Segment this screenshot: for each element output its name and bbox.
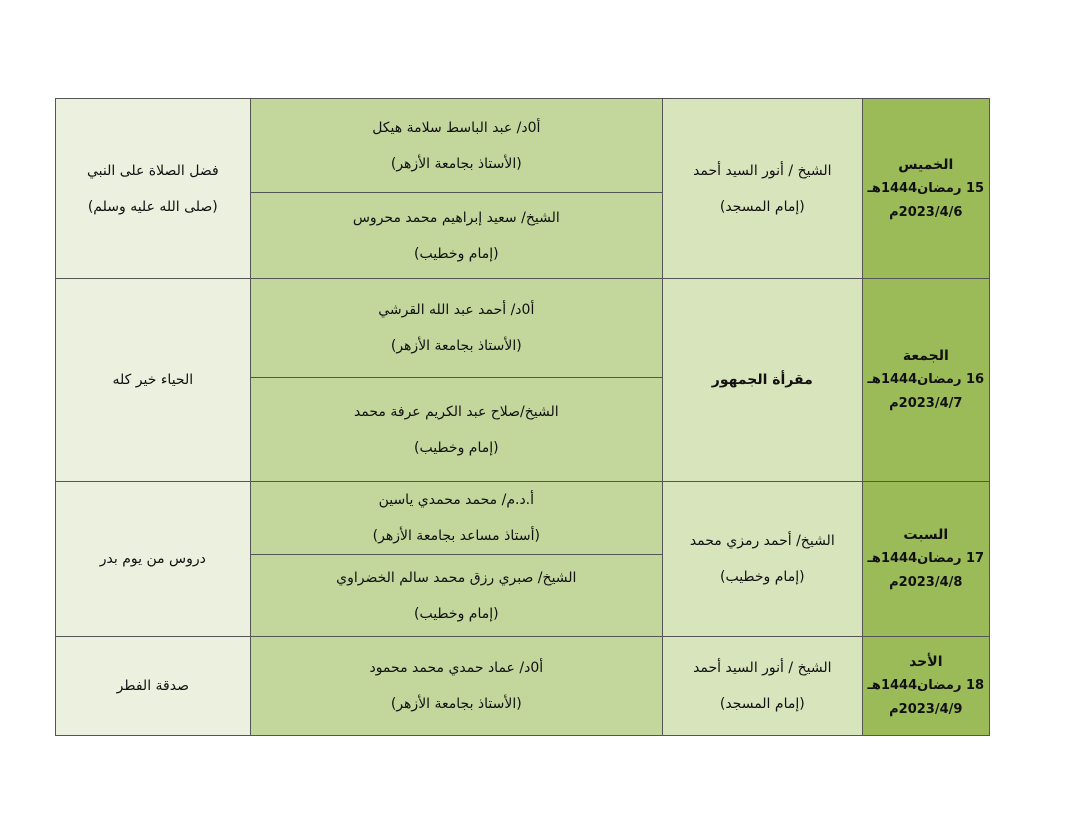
day-name: الأحد <box>909 654 943 670</box>
text-line: (إمام المسجد) <box>719 198 805 215</box>
text-line: (الأستاذ بجامعة الأزهر) <box>390 155 522 172</box>
text-line: (الأستاذ بجامعة الأزهر) <box>390 338 522 354</box>
table-row: الخميس 15 رمضان1444هـ 2023/4/6م الشيخ / أنو… <box>55 98 991 279</box>
day-cell: الجمعة 16 رمضان1444هـ 2023/4/7م <box>861 278 991 482</box>
day-name: الخميس <box>898 156 954 173</box>
text-line: فضل الصلاة على النبي <box>86 162 219 179</box>
day-name: السبت <box>903 527 949 543</box>
text-line: دروس من يوم بدر <box>99 551 206 567</box>
day-cell: الخميس 15 رمضان1444هـ 2023/4/6م <box>861 98 991 279</box>
gregorian-date: 2023/4/6م <box>889 204 963 220</box>
text-line: (الأستاذ بجامعة الأزهر) <box>390 696 522 712</box>
gregorian-date: 2023/4/8م <box>889 575 963 590</box>
table-row: الجمعة 16 رمضان1444هـ 2023/4/7م مقرأة الجمه… <box>55 278 991 482</box>
text-line: أ0د/ أحمد عبد الله القرشي <box>378 302 535 318</box>
lecturer-cell: الشيخ/ صبري رزق محمد سالم الخضراوي (إمام … <box>249 554 663 637</box>
day-name: الجمعة <box>902 348 949 364</box>
lecturer-cell: أ0د/ عماد حمدي محمد محمود (الأستاذ بجامعة… <box>249 636 663 736</box>
hijri-date: 16 رمضان1444هـ <box>867 372 985 387</box>
text-line: الحياء خير كله <box>112 372 194 388</box>
table-row: الشيخ/صلاح عبد الكريم عرفة محمد (إمام وخط… <box>56 377 990 482</box>
topic-cell: فضل الصلاة على النبي (صلى الله عليه وسلم) <box>55 98 251 279</box>
table-row: الشيخ/ سعيد إبراهيم محمد محروس (إمام وخطي… <box>56 192 990 279</box>
schedule-table: الخميس 15 رمضان1444هـ 2023/4/6م الشيخ / أنو… <box>55 98 991 736</box>
text-line: (إمام وخطيب) <box>414 439 499 456</box>
gregorian-date: 2023/4/9م <box>889 702 963 717</box>
topic-cell: الحياء خير كله <box>55 278 251 482</box>
text-line: الشيخ / أنور السيد أحمد <box>693 660 832 676</box>
hijri-date: 17 رمضان1444هـ <box>867 551 985 566</box>
imam-cell: مقرأة الجمهور <box>661 278 863 482</box>
text-line: الشيخ/ سعيد إبراهيم محمد محروس <box>352 209 560 226</box>
text-line: أ0د/ عماد حمدي محمد محمود <box>369 660 544 676</box>
text-line: (إمام وخطيب) <box>719 569 805 585</box>
lecturer-cell: الشيخ/صلاح عبد الكريم عرفة محمد (إمام وخط… <box>249 377 663 482</box>
table-row: الشيخ/ صبري رزق محمد سالم الخضراوي (إمام … <box>56 554 990 637</box>
lecturer-cell: أ.د.م/ محمد محمدي ياسين (أستاذ مساعد بجام… <box>249 481 663 555</box>
text-line: الشيخ / أنور السيد أحمد <box>693 162 832 179</box>
gregorian-date: 2023/4/7م <box>889 396 963 411</box>
text-line: (أستاذ مساعد بجامعة الأزهر) <box>372 528 540 544</box>
text-line: (إمام المسجد) <box>719 696 805 712</box>
text-line: (إمام وخطيب) <box>414 605 499 622</box>
text-line: أ0د/ عبد الباسط سلامة هيكل <box>372 119 541 136</box>
text-line: أ.د.م/ محمد محمدي ياسين <box>378 492 535 508</box>
imam-cell: الشيخ / أنور السيد أحمد (إمام المسجد) <box>661 636 863 736</box>
text-line: الشيخ/ صبري رزق محمد سالم الخضراوي <box>336 569 577 586</box>
day-cell: الأحد 18 رمضان1444هـ 2023/4/9م <box>861 636 991 736</box>
imam-cell: الشيخ/ أحمد رمزي محمد (إمام وخطيب) <box>661 481 863 637</box>
text-line: (صلى الله عليه وسلم) <box>87 198 218 215</box>
lecturer-cell: أ0د/ أحمد عبد الله القرشي (الأستاذ بجامعة… <box>249 278 663 378</box>
table-row: السبت 17 رمضان1444هـ 2023/4/8م الشيخ/ أحمد … <box>55 481 991 637</box>
imam-cell: الشيخ / أنور السيد أحمد (إمام المسجد) <box>661 98 863 279</box>
hijri-date: 15 رمضان1444هـ <box>867 180 985 196</box>
text-line: صدقة الفطر <box>116 678 189 694</box>
text-line: (إمام وخطيب) <box>414 245 499 262</box>
text-line: الشيخ/صلاح عبد الكريم عرفة محمد <box>353 403 559 420</box>
text-line: الشيخ/ أحمد رمزي محمد <box>689 533 835 549</box>
topic-cell: صدقة الفطر <box>55 636 251 736</box>
table-row: الأحد 18 رمضان1444هـ 2023/4/9م الشيخ / أنور… <box>55 636 991 736</box>
lecturer-cell: أ0د/ عبد الباسط سلامة هيكل (الأستاذ بجامع… <box>249 98 663 193</box>
lecturer-cell: الشيخ/ سعيد إبراهيم محمد محروس (إمام وخطي… <box>249 192 663 279</box>
text-line: مقرأة الجمهور <box>711 372 813 388</box>
topic-cell: دروس من يوم بدر <box>55 481 251 637</box>
hijri-date: 18 رمضان1444هـ <box>867 678 985 693</box>
day-cell: السبت 17 رمضان1444هـ 2023/4/8م <box>861 481 991 637</box>
